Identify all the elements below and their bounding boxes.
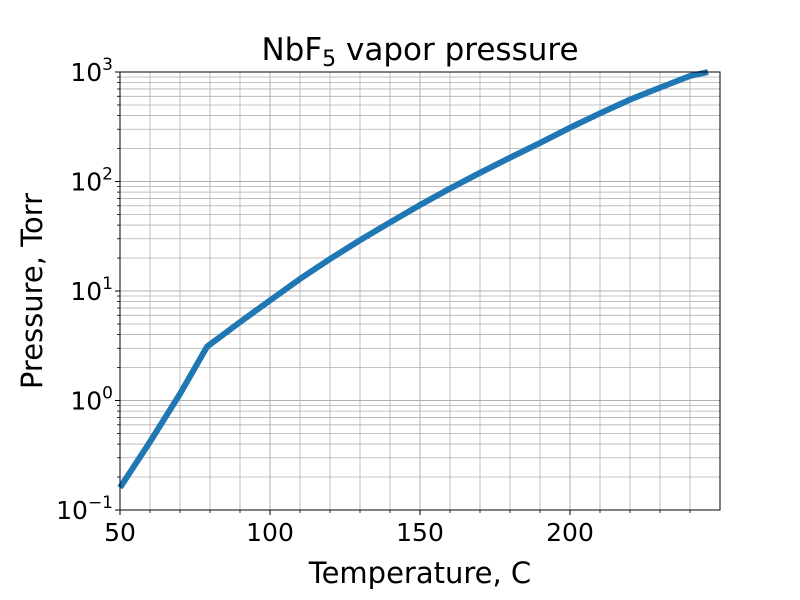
y-tick-base: 10 — [56, 496, 88, 525]
x-tick-label: 150 — [396, 518, 444, 547]
y-tick-exponent: 3 — [102, 55, 113, 75]
chart-title-rest: vapor pressure — [336, 32, 578, 68]
y-tick-label: 103 — [70, 55, 113, 87]
y-tick-exponent: 1 — [102, 274, 113, 294]
series-layer — [117, 69, 709, 490]
y-tick-exponent: 0 — [102, 384, 113, 404]
chart-title-subscript: 5 — [322, 47, 336, 72]
y-tick-base: 10 — [70, 277, 102, 306]
y-tick-exponent: 2 — [102, 165, 113, 185]
x-tick-label: 200 — [546, 518, 594, 547]
y-tick-exponent: −1 — [88, 493, 113, 513]
x-tick-label: 100 — [246, 518, 294, 547]
chart-title-main: NbF — [261, 32, 322, 68]
plot-area — [117, 69, 721, 511]
y-tick-base: 10 — [70, 168, 102, 197]
y-tick-base: 10 — [70, 58, 102, 87]
x-tick-label: 50 — [104, 518, 136, 547]
y-tick-base: 10 — [70, 387, 102, 416]
x-axis-ticks: 50 100 150 200 — [104, 510, 691, 547]
x-axis-label: Temperature, C — [308, 556, 531, 590]
y-tick-label: 102 — [70, 165, 113, 197]
y-tick-label: 10−1 — [56, 493, 113, 525]
chart-title: NbF5 vapor pressure — [261, 32, 578, 72]
series-line — [117, 69, 709, 490]
y-tick-label: 100 — [70, 384, 113, 416]
y-axis-label: Pressure, Torr — [15, 193, 49, 389]
y-tick-label: 101 — [70, 274, 113, 306]
